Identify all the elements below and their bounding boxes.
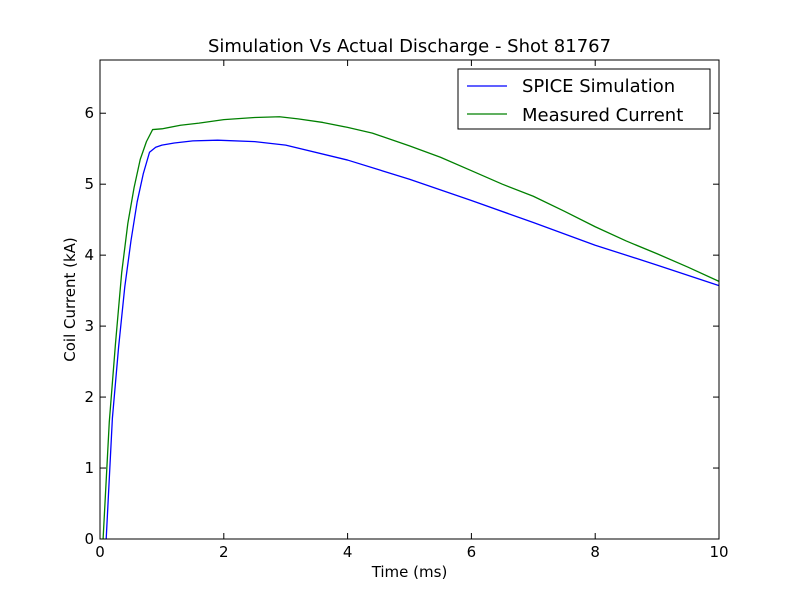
y-tick-label: 2 <box>84 388 94 406</box>
series-line-measured-current <box>102 116 720 540</box>
y-tick-label: 3 <box>84 317 94 335</box>
chart-title: Simulation Vs Actual Discharge - Shot 81… <box>208 36 611 57</box>
legend: SPICE Simulation Measured Current <box>457 68 711 130</box>
y-tick-label: 5 <box>84 175 94 193</box>
ticks-layer: 0 2 4 6 8 10 0 1 2 3 4 5 6 <box>84 60 729 561</box>
y-axis-label: Coil Current (kA) <box>61 237 79 362</box>
x-tick-label: 0 <box>95 543 105 561</box>
x-axis-label: Time (ms) <box>371 563 448 581</box>
x-tick-label: 2 <box>219 543 229 561</box>
legend-label-spice-simulation: SPICE Simulation <box>522 76 675 97</box>
x-tick-label: 8 <box>590 543 600 561</box>
series-layer <box>102 116 720 540</box>
plot-area <box>100 60 719 539</box>
x-tick-label: 6 <box>467 543 477 561</box>
legend-label-measured-current: Measured Current <box>522 105 683 126</box>
y-tick-label: 1 <box>84 459 94 477</box>
x-tick-label: 10 <box>709 543 728 561</box>
series-line-spice-simulation <box>105 139 720 540</box>
x-tick-label: 4 <box>343 543 353 561</box>
y-tick-label: 4 <box>84 246 94 264</box>
y-tick-label: 6 <box>84 104 94 122</box>
plot-frame <box>99 59 720 540</box>
legend-box <box>457 68 711 130</box>
y-tick-label: 0 <box>84 530 94 548</box>
